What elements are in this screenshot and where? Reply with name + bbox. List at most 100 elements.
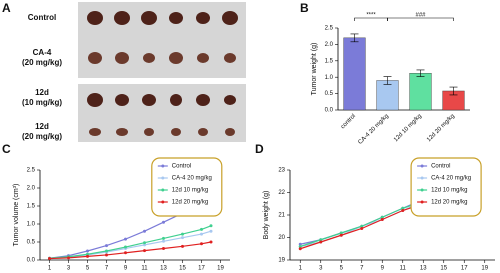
tumor: [198, 128, 208, 136]
legend-label: 12d 10 mg/kg: [172, 188, 208, 194]
y-tick-label: 19: [278, 258, 285, 264]
y-tick-label: 20: [278, 235, 285, 241]
x-tick-label: 12d 10 mg/kg: [393, 113, 423, 143]
tumor: [87, 11, 103, 25]
x-tick-label: 11: [141, 266, 148, 272]
point: [105, 249, 108, 253]
x-tick-label: 9: [124, 266, 128, 272]
point: [181, 244, 184, 248]
x-tick-label: 7: [105, 266, 109, 272]
tumor: [171, 128, 181, 136]
point: [143, 229, 146, 233]
point: [209, 240, 213, 244]
tumor: [225, 128, 235, 136]
legend-label: 12d 20 mg/kg: [172, 200, 208, 206]
tumor: [142, 94, 156, 106]
tumor: [222, 11, 238, 25]
row-label: CA-4: [33, 48, 52, 57]
panel-label: A: [2, 1, 11, 15]
x-tick-label: CA-4 20 mg/kg: [357, 113, 390, 146]
x-tick-label: 17: [461, 266, 468, 272]
tumor: [169, 52, 183, 64]
x-tick-label: 5: [340, 266, 344, 272]
x-tick-label: 3: [67, 266, 71, 272]
tumor: [224, 95, 236, 105]
x-tick-label: 13: [160, 266, 167, 272]
point: [339, 233, 343, 237]
point: [200, 232, 203, 236]
point: [124, 245, 127, 249]
point: [162, 246, 165, 250]
legend-marker: [161, 164, 165, 168]
x-tick-label: 1: [299, 266, 303, 272]
point: [200, 242, 203, 246]
tumor: [89, 128, 101, 136]
x-tick-label: 15: [440, 266, 447, 272]
point: [124, 237, 127, 241]
point: [86, 249, 89, 253]
panel-label: B: [300, 1, 309, 15]
point: [124, 251, 127, 255]
tumor: [170, 94, 182, 106]
x-tick-label: 13: [420, 266, 427, 272]
tumor: [87, 93, 103, 107]
tumor: [88, 52, 102, 64]
row-label: (20 mg/kg): [22, 132, 62, 141]
tumor: [169, 12, 183, 24]
tumor: [144, 128, 154, 136]
x-tick-label: 17: [198, 266, 205, 272]
y-axis-title: Tumor weight (g): [311, 43, 318, 96]
significance-bracket: [387, 17, 454, 21]
x-tick-label: 1: [48, 266, 52, 272]
point: [298, 245, 302, 248]
point: [401, 206, 405, 210]
bar: [376, 80, 399, 111]
point: [319, 238, 323, 242]
tumor: [115, 94, 129, 106]
photo-background: [78, 84, 246, 142]
x-tick-label: 19: [481, 266, 488, 272]
tumor: [143, 53, 155, 63]
y-tick-label: 21: [278, 213, 285, 219]
error-bar: [449, 86, 458, 96]
tumor: [224, 53, 236, 63]
legend-marker: [161, 176, 165, 180]
y-tick-label: 1.0: [325, 75, 334, 81]
series-line: [49, 225, 212, 259]
x-tick-label: 15: [179, 266, 186, 272]
x-tick-label: 5: [86, 266, 90, 272]
x-tick-label: 3: [319, 266, 323, 272]
legend-box: [410, 157, 482, 217]
error-bar: [350, 33, 359, 43]
point: [143, 243, 146, 247]
point: [181, 236, 184, 240]
row-label: 12d: [35, 122, 49, 131]
point: [67, 256, 70, 260]
y-axis-title: Body weight (g): [263, 191, 270, 240]
panel-label: C: [2, 142, 11, 156]
legend-box: [151, 157, 223, 217]
point: [380, 215, 384, 219]
legend-label: Control: [172, 164, 191, 170]
point: [339, 231, 343, 235]
legend-label: CA-4 20 mg/kg: [431, 176, 471, 182]
row-label: (10 mg/kg): [22, 98, 62, 107]
point: [86, 252, 89, 256]
tumor: [197, 53, 209, 63]
point: [181, 232, 184, 236]
point: [105, 253, 108, 257]
point: [360, 224, 364, 228]
point: [209, 229, 213, 233]
legend-marker: [420, 164, 424, 168]
point: [143, 241, 146, 245]
point: [360, 227, 364, 230]
legend-label: Control: [431, 164, 450, 170]
significance-label: ****: [366, 13, 376, 19]
point: [319, 240, 323, 244]
point: [162, 220, 165, 224]
point: [200, 227, 203, 231]
y-tick-label: 2.0: [325, 42, 334, 48]
x-tick-label: control: [340, 113, 357, 130]
tumor: [116, 128, 128, 136]
row-label: Control: [28, 13, 56, 22]
